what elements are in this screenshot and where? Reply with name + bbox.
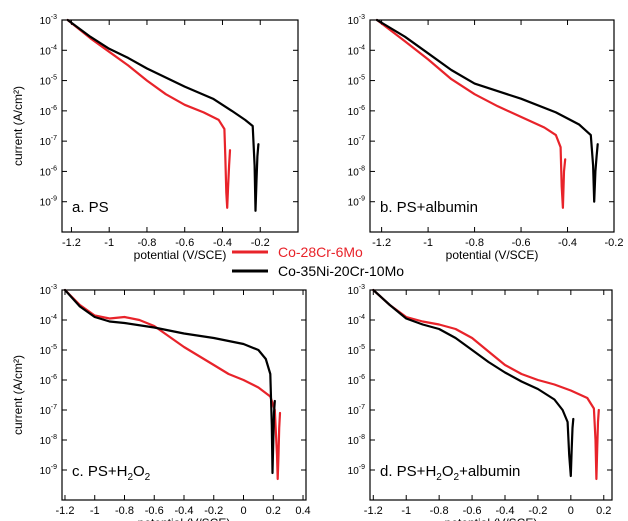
x-tick-label: 0 bbox=[240, 505, 246, 517]
legend-label-red: Co-28Cr-6Mo bbox=[278, 244, 363, 260]
plot-frame bbox=[61, 19, 299, 233]
x-tick-label: -0.6 bbox=[512, 237, 531, 249]
series-line bbox=[372, 288, 600, 481]
x-axis-title: potential (V/SCE) bbox=[445, 516, 538, 521]
y-tick-label: 10-6 bbox=[40, 105, 57, 118]
x-tick-label: -1 bbox=[90, 505, 100, 517]
y-axis-title: current (A/cm²) bbox=[11, 86, 25, 166]
x-tick-label: -0.4 bbox=[558, 237, 577, 249]
legend-label-black: Co-35Ni-20Cr-10Mo bbox=[278, 263, 404, 279]
panel-b: -1.2 -1 -0.8 -0.6 -0.4 -0.2 10-3 10-4 10-5 10-6 10… bbox=[348, 14, 624, 262]
x-tick-label: 0.2 bbox=[596, 505, 611, 517]
series-line bbox=[372, 288, 575, 478]
y-tick-label: 10-8 bbox=[348, 434, 365, 447]
x-tick-label: -0.8 bbox=[465, 237, 484, 249]
x-tick-label: -0.6 bbox=[463, 505, 482, 517]
x-tick-label: -1.2 bbox=[55, 505, 74, 517]
x-tick-label: -0.2 bbox=[605, 237, 624, 249]
y-tick-label: 10-4 bbox=[348, 314, 365, 327]
x-tick-label: -0.4 bbox=[496, 505, 515, 517]
x-tick-label: 0 bbox=[568, 505, 574, 517]
panel-a: -1.2 -1 -0.8 -0.6 -0.4 -0.2 10-3 10-4 10-5 10-6 10… bbox=[11, 14, 299, 262]
x-tick-label: -0.2 bbox=[251, 237, 270, 249]
series-line bbox=[63, 288, 276, 475]
panel-label: b. PS+albumin bbox=[380, 199, 478, 216]
y-tick-label: 10-7 bbox=[40, 404, 57, 417]
y-tick-label: 10-3 bbox=[40, 284, 57, 297]
x-axis-title: potential (V/SCE) bbox=[446, 248, 539, 262]
y-tick-label: 10-7 bbox=[40, 135, 57, 148]
y-tick-label: 10-4 bbox=[40, 314, 57, 327]
x-tick-label: -0.2 bbox=[528, 505, 547, 517]
x-tick-label: -1 bbox=[423, 237, 433, 249]
x-tick-label: 0.2 bbox=[266, 505, 281, 517]
y-tick-label: 10-4 bbox=[40, 44, 57, 57]
y-tick-label: 10-7 bbox=[348, 404, 365, 417]
x-tick-label: -1.2 bbox=[62, 237, 81, 249]
series-line bbox=[66, 18, 260, 212]
y-tick-label: 10-3 bbox=[348, 14, 365, 27]
y-tick-label: 10-4 bbox=[348, 44, 365, 57]
y-tick-label: 10-6 bbox=[40, 165, 57, 178]
y-tick-label: 10-9 bbox=[348, 464, 365, 477]
x-tick-label: -1.2 bbox=[364, 505, 383, 517]
x-tick-label: -1 bbox=[401, 505, 411, 517]
x-tick-label: -0.4 bbox=[213, 237, 232, 249]
y-tick-label: 10-5 bbox=[348, 75, 365, 88]
panel-label: d. PS+H2O2+albumin bbox=[380, 463, 520, 483]
x-axis-title: potential (V/SCE) bbox=[138, 516, 231, 521]
y-tick-label: 10-7 bbox=[348, 135, 365, 148]
panel-d: -1.2 -1 -0.8 -0.6 -0.4 -0.2 0 0.2 10-3 10-4 10-5 10… bbox=[348, 284, 613, 521]
y-axis-title: current (A/cm²) bbox=[11, 355, 25, 435]
y-tick-label: 10-8 bbox=[40, 434, 57, 447]
x-tick-label: -0.8 bbox=[137, 237, 156, 249]
panel-label: a. PS bbox=[72, 199, 109, 216]
series-line bbox=[66, 18, 232, 209]
y-tick-label: 10-9 bbox=[40, 196, 57, 209]
y-tick-label: 10-3 bbox=[348, 284, 365, 297]
series-line bbox=[375, 18, 599, 203]
panel-c: -1.2 -1 -0.8 -0.6 -0.4 -0.2 0 0.2 0.4 10-3 10-4 10-… bbox=[11, 284, 311, 521]
y-tick-label: 10-6 bbox=[348, 105, 365, 118]
x-tick-label: -0.8 bbox=[115, 505, 134, 517]
legend: Co-28Cr-6Mo Co-35Ni-20Cr-10Mo bbox=[232, 244, 404, 279]
y-tick-label: 10-9 bbox=[348, 196, 365, 209]
x-tick-label: -0.8 bbox=[430, 505, 449, 517]
y-tick-label: 10-6 bbox=[348, 374, 365, 387]
plot-frame bbox=[369, 289, 613, 501]
x-tick-label: -0.4 bbox=[175, 505, 194, 517]
y-tick-label: 10-3 bbox=[40, 14, 57, 27]
x-axis-title: potential (V/SCE) bbox=[134, 248, 227, 262]
x-tick-label: -0.6 bbox=[175, 237, 194, 249]
y-tick-label: 10-5 bbox=[40, 75, 57, 88]
panel-label: c. PS+H2O2 bbox=[72, 463, 151, 483]
x-tick-label: 0.4 bbox=[295, 505, 310, 517]
x-tick-label: -1.2 bbox=[372, 237, 391, 249]
series-line bbox=[375, 18, 567, 209]
y-tick-label: 10-9 bbox=[40, 464, 57, 477]
plot-frame bbox=[369, 19, 615, 233]
series-line bbox=[63, 288, 282, 481]
y-tick-label: 10-5 bbox=[40, 344, 57, 357]
x-tick-label: -1 bbox=[104, 237, 114, 249]
y-tick-label: 10-8 bbox=[348, 165, 365, 178]
x-tick-label: -0.6 bbox=[145, 505, 164, 517]
x-tick-label: -0.2 bbox=[204, 505, 223, 517]
y-tick-label: 10-5 bbox=[348, 344, 365, 357]
y-tick-label: 10-6 bbox=[40, 374, 57, 387]
